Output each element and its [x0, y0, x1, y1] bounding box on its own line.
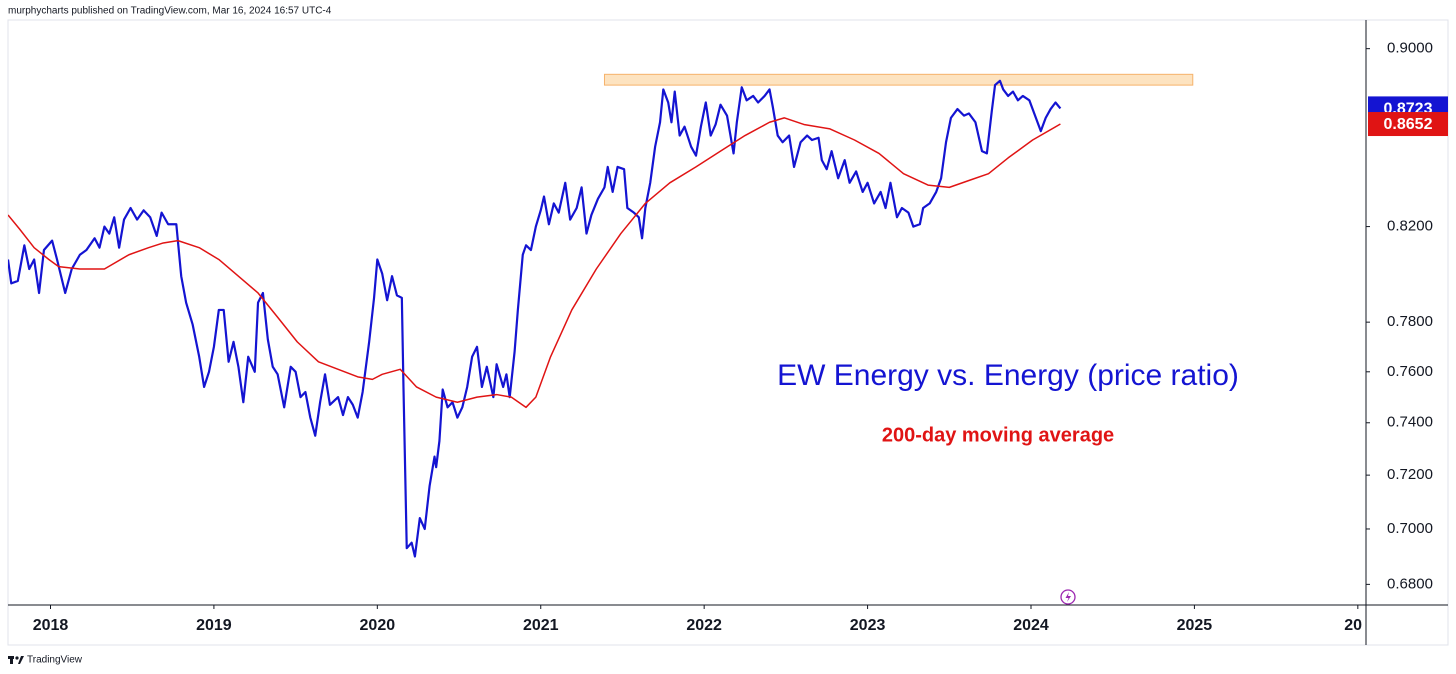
x-tick-label: 2024	[1013, 617, 1049, 634]
x-tick-label: 2025	[1177, 617, 1213, 634]
series-line	[8, 117, 1061, 409]
chart-frame	[7, 19, 1449, 646]
price-badge	[1368, 112, 1448, 137]
y-tick-label: 0.7800	[1387, 313, 1433, 330]
header: murphycharts published on TradingView.co…	[8, 6, 332, 17]
annotation: 200-day moving average	[882, 424, 1114, 446]
y-tick-label: 0.6800	[1387, 575, 1433, 592]
x-tick-label: 2018	[33, 617, 69, 634]
x-tick-label: 20	[1344, 617, 1362, 634]
x-tick-label: 2019	[196, 617, 232, 634]
y-tick-label: 0.7000	[1387, 520, 1433, 537]
x-tick-label: 2020	[360, 617, 396, 634]
plot-area	[8, 73, 1194, 558]
price-label: 0.8652	[1384, 116, 1433, 133]
event-icon[interactable]	[1060, 589, 1076, 605]
footer: TradingView	[27, 655, 83, 666]
y-tick-label: 0.9000	[1387, 40, 1433, 57]
y-tick-label: 0.7400	[1387, 414, 1433, 431]
annotation: EW Energy vs. Energy (price ratio)	[777, 359, 1239, 392]
y-tick-label: 0.7200	[1387, 466, 1433, 483]
tv-logo	[8, 656, 24, 664]
resistance-band	[603, 73, 1194, 86]
x-tick-label: 2022	[686, 617, 722, 634]
y-tick-label: 0.7600	[1387, 363, 1433, 380]
x-tick-label: 2021	[523, 617, 559, 634]
series-line	[8, 79, 1062, 558]
x-tick-label: 2023	[850, 617, 886, 634]
y-tick-label: 0.8200	[1387, 218, 1433, 235]
